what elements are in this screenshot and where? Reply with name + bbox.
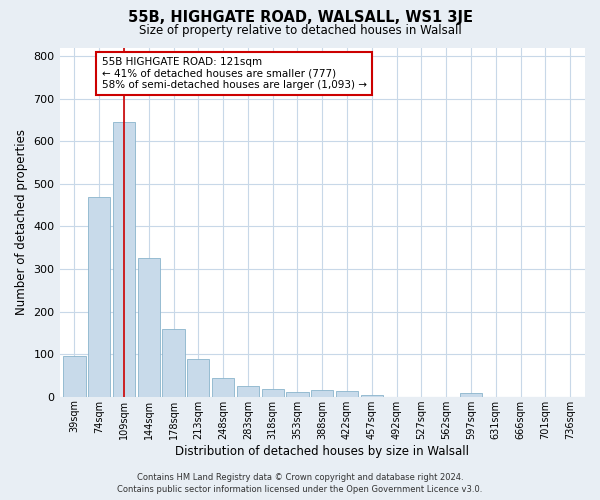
Text: 55B, HIGHGATE ROAD, WALSALL, WS1 3JE: 55B, HIGHGATE ROAD, WALSALL, WS1 3JE (128, 10, 473, 25)
Bar (460, 394, 482, 396)
Bar (113, 122, 135, 396)
Bar (336, 391, 358, 396)
Bar (187, 359, 209, 397)
Text: 55B HIGHGATE ROAD: 121sqm
← 41% of detached houses are smaller (777)
58% of semi: 55B HIGHGATE ROAD: 121sqm ← 41% of detac… (101, 57, 367, 90)
Bar (286, 392, 308, 396)
X-axis label: Distribution of detached houses by size in Walsall: Distribution of detached houses by size … (175, 444, 469, 458)
Bar (311, 390, 334, 396)
Text: Contains HM Land Registry data © Crown copyright and database right 2024.
Contai: Contains HM Land Registry data © Crown c… (118, 472, 482, 494)
Bar (163, 330, 185, 396)
Bar (88, 196, 110, 396)
Bar (137, 258, 160, 396)
Y-axis label: Number of detached properties: Number of detached properties (15, 129, 28, 315)
Bar (237, 386, 259, 396)
Bar (262, 389, 284, 396)
Bar (212, 378, 234, 396)
Bar (63, 356, 86, 397)
Text: Size of property relative to detached houses in Walsall: Size of property relative to detached ho… (139, 24, 461, 37)
Bar (361, 394, 383, 396)
